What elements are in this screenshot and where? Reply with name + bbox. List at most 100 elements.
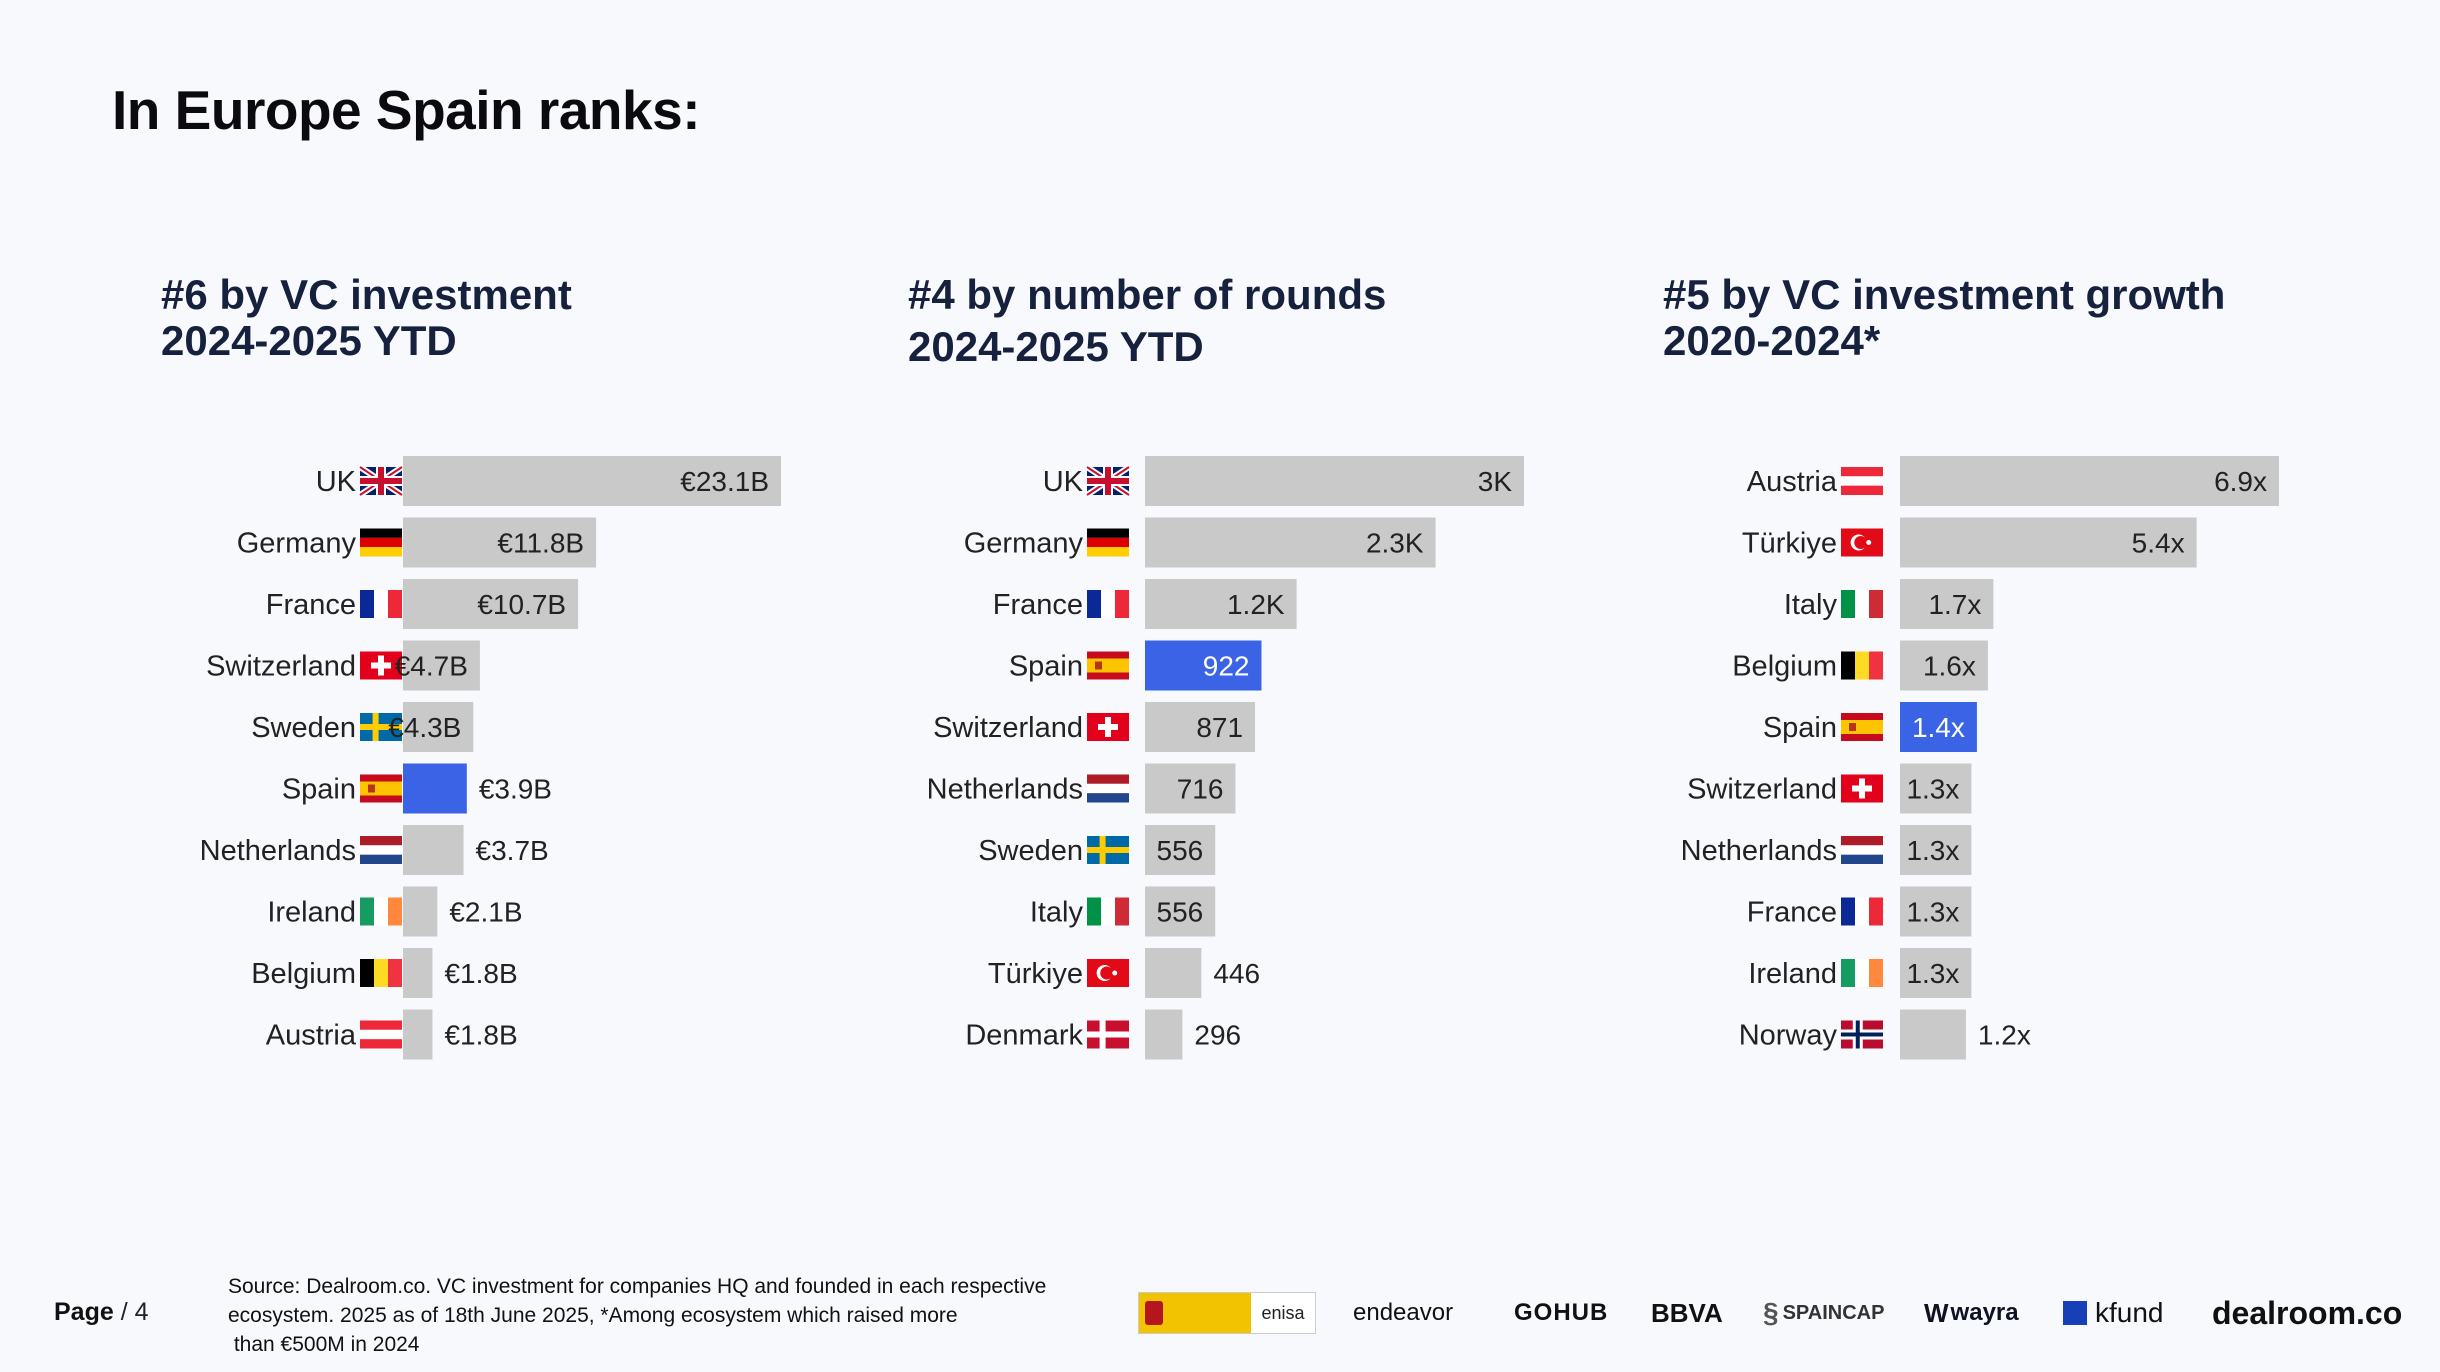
value-label: 2.3K [1366, 528, 1424, 559]
wayra-logo: W wayra [1924, 1288, 2019, 1338]
flag-tr-icon [1841, 528, 1883, 557]
source-line: Source: Dealroom.co. VC investment for c… [228, 1275, 1047, 1298]
category-label: France [993, 589, 1083, 621]
category-label: France [1747, 897, 1837, 929]
flag-ie-icon [360, 897, 402, 926]
wayra-text: wayra [1950, 1299, 2019, 1326]
bar [1145, 456, 1524, 506]
value-label: 716 [1177, 774, 1224, 805]
flag-fr-icon [360, 590, 402, 618]
category-label: France [266, 589, 356, 621]
flag-dk-icon [1087, 1020, 1129, 1049]
value-label: 1.3x [1906, 774, 1959, 805]
flag-ch-icon [1087, 713, 1129, 741]
flag-uk-icon [358, 464, 404, 498]
category-label: UK [316, 466, 357, 498]
chart-vc-investment: #6 by VC investment 2024-2025 YTD UK €23.… [113, 268, 873, 1088]
bar-row: Spain 1.4x [1763, 702, 1977, 752]
bar-row: UK 3K [1043, 456, 1524, 506]
value-label: 556 [1157, 835, 1204, 866]
chart-title-line-2: 2024-2025 YTD [161, 317, 457, 364]
category-label: Norway [1739, 1020, 1838, 1052]
bar-row: Spain 922 [1009, 640, 1262, 691]
flag-se-icon [360, 713, 402, 741]
category-label: Sweden [251, 712, 356, 744]
value-label: 3K [1478, 466, 1513, 497]
flag-no-icon [1841, 1020, 1883, 1049]
value-label: 1.3x [1906, 897, 1959, 928]
category-label: Denmark [965, 1020, 1083, 1052]
value-label: 1.3x [1906, 958, 1959, 989]
category-label: Belgium [251, 958, 356, 990]
value-label: 871 [1196, 712, 1243, 743]
value-label: 556 [1157, 897, 1204, 928]
flag-ie-icon [1841, 959, 1883, 987]
chart-investment-growth: #5 by VC investment growth 2020-2024* Au… [1615, 268, 2375, 1088]
chart-title: #4 by number of rounds 2024-2025 YTD [908, 272, 1386, 370]
flag-be-icon [360, 959, 402, 987]
category-label: Austria [266, 1020, 357, 1052]
category-label: Italy [1784, 589, 1838, 621]
flag-ch-icon [360, 651, 402, 680]
category-label: Netherlands [1681, 835, 1837, 867]
bar-row: Netherlands 716 [927, 763, 1236, 814]
flag-nl-icon [360, 836, 402, 864]
bar [403, 825, 464, 875]
category-label: UK [1043, 466, 1084, 498]
flag-ch-icon [1841, 774, 1883, 803]
value-label: €3.7B [476, 835, 549, 866]
flag-fr-icon [1087, 590, 1129, 618]
page-number: / 4 [120, 1298, 149, 1326]
category-label: Netherlands [927, 774, 1083, 806]
bar [1145, 948, 1202, 998]
value-label: 1.3x [1906, 835, 1959, 866]
source-line: than €500M in 2024 [228, 1333, 420, 1356]
bar-row: Spain €3.9B [282, 763, 552, 814]
category-label: Switzerland [933, 712, 1083, 744]
value-label: 922 [1203, 651, 1250, 682]
bar-row: Türkiye 5.4x [1742, 517, 2197, 568]
category-label: Italy [1030, 897, 1084, 929]
flag-it-icon [1841, 590, 1883, 618]
bar [403, 517, 597, 568]
spaincap-text: SPAINCAP [1782, 1301, 1885, 1324]
flag-de-icon [1087, 528, 1129, 557]
flag-se-icon [1087, 836, 1129, 864]
category-label: Germany [237, 528, 357, 560]
bar [1145, 517, 1436, 568]
dealroom-logo: dealroom.co [2212, 1294, 2403, 1331]
value-label: 1.2K [1227, 589, 1285, 620]
bar-row: UK €23.1B [316, 456, 781, 506]
chart-title-line-2: 2024-2025 YTD [908, 323, 1204, 370]
bar [403, 948, 433, 998]
bar [1900, 1009, 1966, 1060]
bar [1900, 702, 1977, 752]
category-label: Ireland [267, 897, 356, 929]
partner-logos: enisa endeavor GOHUB BBVA § SPAINCAP W w… [1138, 1288, 2408, 1338]
bar [1900, 579, 1994, 629]
flag-at-icon [360, 1020, 402, 1049]
chart-number-of-rounds: #4 by number of rounds 2024-2025 YTD UK 3… [860, 268, 1620, 1088]
flag-nl-icon [1087, 774, 1129, 803]
bar [403, 1009, 433, 1060]
kfund-logo: kfund [2063, 1288, 2164, 1338]
bar [1145, 579, 1297, 629]
value-label: 446 [1213, 958, 1260, 989]
value-label: €1.8B [444, 958, 517, 989]
flag-nl-icon [1841, 836, 1883, 864]
chart-title-line-2: 2020-2024* [1663, 317, 1881, 364]
flag-es-icon [1841, 713, 1883, 741]
page-label: Page [54, 1298, 114, 1326]
gohub-logo: GOHUB [1514, 1299, 1609, 1326]
value-label: 1.4x [1912, 712, 1965, 743]
category-label: Sweden [978, 835, 1083, 867]
bar-row: Austria 6.9x [1747, 456, 2279, 506]
bar [1900, 456, 2279, 506]
chart-svg: UK €23.1B Germany €11.8B France €10.7B Switzer… [200, 456, 781, 1060]
bar-row: Switzerland 1.3x [1687, 763, 1972, 814]
flag-it-icon [1087, 897, 1129, 926]
value-label: €23.1B [680, 466, 769, 497]
bar [1900, 948, 1972, 998]
bar-row: Switzerland €4.7B [206, 640, 480, 691]
bar-row: Italy 1.7x [1784, 579, 1994, 629]
